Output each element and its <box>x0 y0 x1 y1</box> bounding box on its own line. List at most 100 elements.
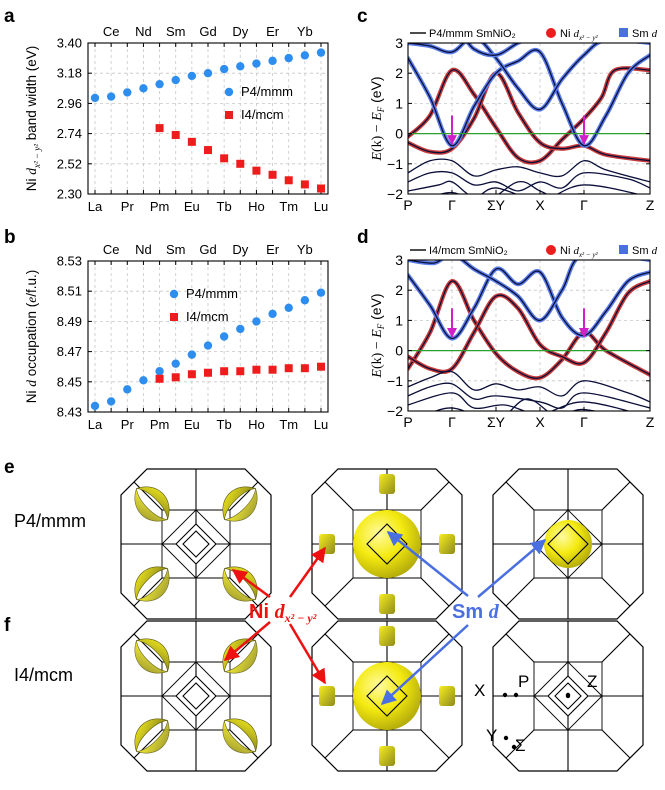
fermi-surfaces: P4/mmm I4/mcm Ni dx² − y² Sm d X P Z Y Σ <box>14 468 644 772</box>
bz-facet <box>566 542 603 579</box>
y-tick-label: 1 <box>395 95 403 111</box>
bz-edge-diag <box>420 577 450 607</box>
data-point-p4mmm <box>219 64 229 74</box>
ylabel-part: (k) <box>370 352 385 369</box>
kpoint-label: Z <box>646 197 655 213</box>
data-point-p4mmm <box>171 75 180 85</box>
y-tick-label: 2.96 <box>57 96 82 111</box>
legend-marker-ni <box>546 245 556 255</box>
bz-edge-diag <box>229 481 259 511</box>
bz-edge-diag <box>505 577 535 607</box>
bz-label-Z: Z <box>587 672 597 691</box>
data-point-p4mmm <box>219 332 229 341</box>
x-top-tick-label: Ce <box>103 24 120 39</box>
ni-band <box>408 67 650 164</box>
kpoint-label: Z <box>646 414 655 430</box>
y-tick-label: 8.53 <box>57 254 82 269</box>
data-point-p4mmm <box>284 303 293 313</box>
y-tick-label: 3 <box>395 35 403 51</box>
bz-inner-diamond <box>175 675 217 717</box>
bz-facet <box>194 694 231 731</box>
sm-arrow-2 <box>477 539 547 598</box>
pocket <box>439 686 455 706</box>
y-tick-label: −2 <box>387 403 403 419</box>
legend-marker-sm <box>619 245 628 254</box>
ni-arrow-3 <box>223 621 271 661</box>
x-top-tick-label: Nd <box>135 24 152 39</box>
x-top-tick-label: Gd <box>199 242 216 257</box>
bz-facet <box>161 509 198 546</box>
bz-facet <box>533 694 570 731</box>
bz-outline <box>492 620 644 772</box>
bz-point-Sigma <box>511 744 517 750</box>
ni-d-band <box>408 158 650 183</box>
panel-label-d: d <box>357 227 369 248</box>
ni-sheet-bottom <box>222 720 256 754</box>
data-point-i4mcm <box>236 159 245 168</box>
ni-d-band <box>408 370 650 403</box>
data-point-p4mmm <box>106 92 116 101</box>
y-axis-label: Ni d occupation (e/f.u.) <box>24 270 39 404</box>
data-point-p4mmm <box>90 401 100 411</box>
ylabel-part: occupation ( <box>24 302 39 380</box>
data-point-i4mcm <box>300 364 309 373</box>
ni-fermi-sheet <box>222 638 258 674</box>
panel-b-scatter: 8.43 8.45 8.47 8.49 8.51 8.53 La Pr Pm Eu Tb Ho Tm Lu… <box>24 242 329 432</box>
legend-label: P4/mmm <box>186 286 238 301</box>
bz-inner-diamond <box>175 523 217 565</box>
sm-band-3 <box>467 43 520 56</box>
data-point-p4mmm <box>316 288 326 297</box>
ni-d-band <box>408 180 640 194</box>
kpoint-label: ΣY <box>487 197 506 213</box>
panel-a-scatter: 2.30 2.52 2.74 2.96 3.18 3.40 La Pr Pm Eu Tb Ho Tm Lu… <box>24 24 329 214</box>
legend-label-line: P4/mmm SmNiO₂ <box>429 28 516 40</box>
ni-fermi-sheet <box>222 718 258 754</box>
legend-marker <box>170 313 178 321</box>
y-axis-label: E(k) − EF (eV) <box>368 293 386 378</box>
panel-label-f: f <box>4 615 11 636</box>
data-point-i4mcm <box>284 364 293 373</box>
legend-part: Sm <box>632 245 652 257</box>
x-top-tick-label: Yb <box>297 242 313 257</box>
legend-part: d <box>652 245 658 257</box>
data-point-i4mcm <box>268 170 277 179</box>
bz-facet <box>533 661 570 698</box>
x-tick-label: Eu <box>184 417 200 432</box>
ylabel-part: E <box>370 112 385 122</box>
x-top-tick-label: Er <box>266 24 280 39</box>
bz-edge-diag <box>601 729 631 759</box>
data-point-p4mmm <box>203 341 213 350</box>
y-tick-label: 8.47 <box>57 344 82 359</box>
ni-annotation: Ni dx² − y² <box>249 601 317 625</box>
bz-edge-diag <box>133 729 163 759</box>
ylabel-part: band width (eV) <box>24 46 39 144</box>
bz-edge-diag <box>133 633 163 663</box>
y-tick-label: 1 <box>395 312 403 328</box>
bz-edge-diag <box>601 481 631 511</box>
plot-frame <box>87 260 329 413</box>
data-point-i4mcm <box>317 184 325 193</box>
y-tick-label: 3.40 <box>57 36 82 51</box>
bz-outline <box>120 468 272 620</box>
bz-edge-diag <box>229 729 259 759</box>
legend-part: x² − y² <box>578 251 599 259</box>
band-area <box>408 43 650 194</box>
data-point-p4mmm <box>187 71 197 81</box>
ni-d-band <box>408 392 631 411</box>
ni-fermi-sheet <box>134 486 170 522</box>
y-tick-label: 8.43 <box>57 405 82 420</box>
x-tick-label: Eu <box>184 199 200 214</box>
x-top-tick-label: Dy <box>232 242 248 257</box>
data-point-i4mcm <box>155 374 164 383</box>
plot-frame <box>407 42 651 195</box>
ylabel-part: x² − y² <box>32 144 42 169</box>
legend-part: Sm <box>632 28 652 40</box>
data-point-i4mcm <box>300 180 309 189</box>
ylabel-part: (eV) <box>368 76 384 106</box>
band-area <box>408 260 650 411</box>
bz-facet <box>161 694 198 731</box>
bz-facet <box>194 542 231 579</box>
bz-inner-diamond-front <box>547 523 589 565</box>
data-point-p4mmm <box>155 367 164 376</box>
bz-cell <box>492 468 644 620</box>
